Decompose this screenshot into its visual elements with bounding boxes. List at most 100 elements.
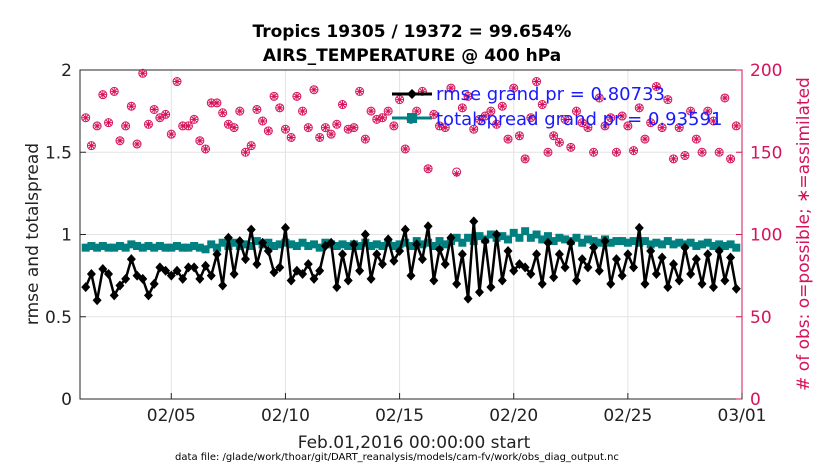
obs-possible-point <box>583 123 593 133</box>
totalspread-point <box>389 242 398 251</box>
x-tick-label: 02/10 <box>261 406 310 426</box>
obs-possible-point <box>166 129 176 139</box>
obs-possible-point <box>731 121 741 131</box>
totalspread-point <box>464 233 473 242</box>
obs-assimilated-point <box>156 114 164 122</box>
x-tick-label: 02/15 <box>375 406 424 426</box>
totalspread-point <box>595 238 604 247</box>
obs-possible-point <box>235 106 245 116</box>
totalspread-point <box>241 240 250 249</box>
obs-assimilated-point <box>475 115 483 123</box>
obs-assimilated-point <box>384 107 392 115</box>
rmse-point <box>269 267 279 278</box>
totalspread-point <box>452 233 461 242</box>
obs-possible-point <box>332 119 342 129</box>
obs-assimilated-point <box>635 104 643 112</box>
totalspread-point <box>207 240 216 249</box>
obs-possible-point <box>589 147 599 157</box>
obs-assimilated-point <box>299 107 307 115</box>
totalspread-point <box>173 242 182 251</box>
rmse-point <box>178 273 188 284</box>
rmse-point <box>252 259 262 270</box>
rmse-point <box>183 262 193 273</box>
rmse-point <box>720 275 730 286</box>
obs-assimilated-point <box>641 135 649 143</box>
y-tick-label-left: 0 <box>61 390 72 410</box>
totalspread-point <box>184 243 193 252</box>
obs-assimilated-point <box>236 107 244 115</box>
obs-assimilated-point <box>567 143 575 151</box>
obs-assimilated-point <box>304 124 312 132</box>
obs-possible-point <box>514 131 524 141</box>
obs-possible-point <box>577 118 587 128</box>
rmse-point <box>646 245 656 256</box>
rmse-point <box>206 270 216 281</box>
totalspread-point <box>640 237 649 246</box>
rmse-point <box>104 268 114 279</box>
obs-possible-point <box>309 85 319 95</box>
rmse-point <box>691 254 701 265</box>
totalspread-point <box>275 240 284 249</box>
totalspread-point <box>498 232 507 241</box>
totalspread-point <box>669 240 678 249</box>
totalspread-point <box>703 238 712 247</box>
obs-assimilated-point <box>196 137 204 145</box>
obs-assimilated-point <box>179 122 187 130</box>
totalspread-point <box>549 237 558 246</box>
totalspread-point <box>709 242 718 251</box>
obs-possible-point <box>395 95 405 105</box>
rmse-point <box>554 249 564 260</box>
totalspread-point <box>561 235 570 244</box>
obs-assimilated-point <box>607 114 615 122</box>
obs-possible-point <box>115 136 125 146</box>
y-tick-label-left: 2 <box>61 61 72 81</box>
totalspread-point <box>623 238 632 247</box>
obs-assimilated-point <box>555 138 563 146</box>
rmse-point <box>686 268 696 279</box>
totalspread-point <box>338 240 347 249</box>
obs-possible-point <box>338 100 348 110</box>
obs-assimilated-point <box>424 165 432 173</box>
obs-assimilated-point <box>681 152 689 160</box>
obs-assimilated-point <box>396 96 404 104</box>
totalspread-point <box>372 240 381 249</box>
rmse-point <box>338 249 348 260</box>
obs-assimilated-point <box>87 142 95 150</box>
rmse-point <box>651 268 661 279</box>
totalspread-point <box>270 242 279 251</box>
obs-assimilated-point <box>207 99 215 107</box>
totalspread-point <box>115 242 124 251</box>
rmse-point <box>469 216 479 227</box>
obs-assimilated-point <box>184 122 192 130</box>
totalspread-point <box>424 238 433 247</box>
rmse-point <box>480 236 490 247</box>
obs-assimilated-point <box>390 122 398 130</box>
rmse-point <box>572 275 581 286</box>
totalspread-point <box>98 242 107 251</box>
obs-possible-point <box>241 147 250 157</box>
rmse-point <box>452 278 462 289</box>
rmse-point <box>98 264 108 275</box>
rmse-point <box>229 268 239 279</box>
obs-assimilated-point <box>458 104 466 112</box>
totalspread-point <box>435 237 444 246</box>
totalspread-point <box>589 237 598 246</box>
rmse-point <box>315 265 325 276</box>
totalspread-point <box>292 242 301 251</box>
rmse-point <box>417 254 427 265</box>
obs-possible-point <box>543 147 553 157</box>
totalspread-point <box>264 238 273 247</box>
obs-assimilated-point <box>270 92 278 100</box>
totalspread-point <box>218 238 227 247</box>
obs-assimilated-point <box>709 117 717 125</box>
totalspread-point <box>81 243 90 252</box>
obs-possible-point <box>138 68 148 78</box>
obs-possible-point <box>98 90 108 100</box>
rmse-point <box>669 259 679 270</box>
totalspread-point <box>127 240 136 249</box>
obs-possible-point <box>486 106 496 116</box>
rmse-point <box>332 282 342 293</box>
y-axis-label-right: # of obs: o=possible; ∗=assimilated <box>794 77 814 391</box>
obs-possible-point <box>121 121 131 131</box>
legend-spread-marker <box>407 113 417 123</box>
